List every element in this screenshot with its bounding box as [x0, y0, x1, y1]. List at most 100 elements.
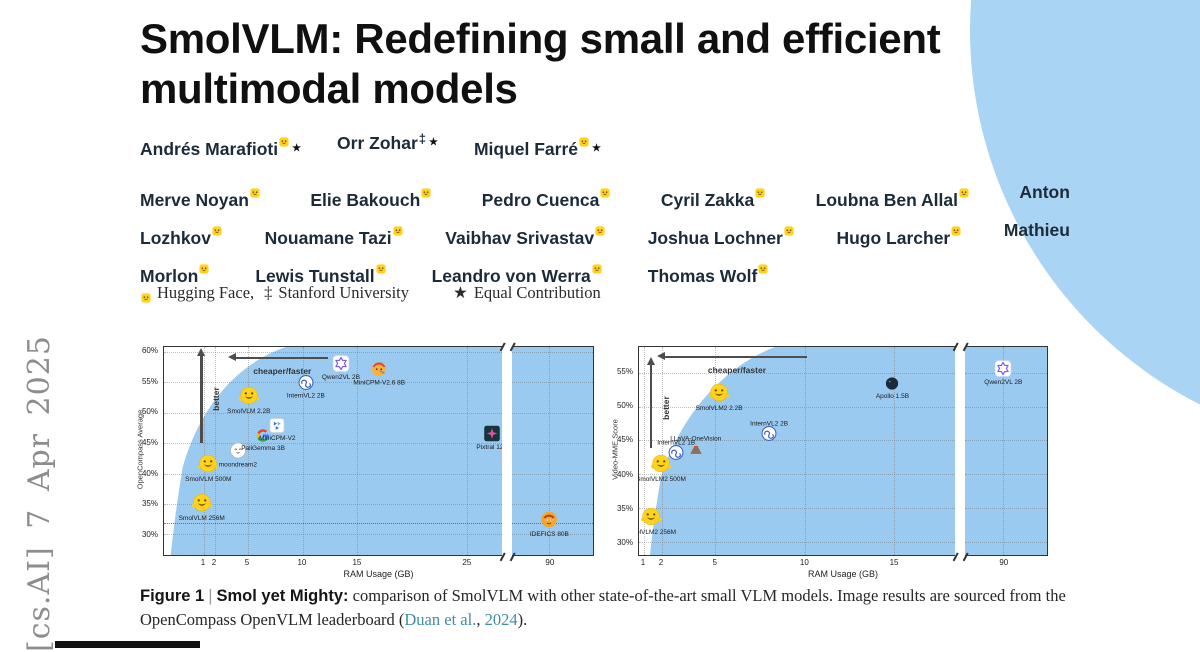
x-tick-label: 90	[545, 558, 555, 567]
qwen-icon	[995, 360, 1012, 382]
equal-contribution-star: ★	[592, 143, 601, 154]
chart-videomme-vs-ram: Video-MME Score 30% 35% 40% 45% 50% 55% cheaper…	[608, 342, 1048, 584]
hf-emoji-icon	[141, 288, 151, 303]
point-label: SmolVLM2 2.2B	[695, 405, 743, 413]
author-name: Hugo Larcher	[836, 220, 961, 249]
author-name: Joshua Lochner	[648, 220, 794, 249]
hf-emoji-icon	[758, 258, 768, 274]
y-tick-label: 40%	[616, 469, 633, 479]
author-name: Elie Bakouch	[310, 182, 431, 211]
stanford-dagger-mark: ‡	[264, 283, 273, 302]
minicpm-box-icon	[270, 418, 285, 438]
google-icon	[256, 428, 271, 448]
minicpm-face-icon	[370, 360, 388, 383]
affiliation-text: Hugging Face,	[157, 283, 255, 302]
hf-emoji-icon	[595, 220, 605, 236]
hf-emoji-icon	[393, 220, 403, 236]
author-name: Vaibhav Srivastav	[445, 220, 605, 249]
author-name: Lewis Tunstall	[255, 258, 386, 287]
plot-panel-break: IDEFICS 80B	[512, 346, 594, 556]
point-label: InternVL2 1B	[657, 439, 696, 447]
point-label: LLaVA-OneVision	[670, 435, 722, 443]
caption-text: comparison of SmolVLM with other state-o…	[140, 586, 1066, 629]
x-axis-label: RAM Usage (GB)	[807, 569, 878, 579]
axis-break-mark	[509, 552, 516, 562]
author-name: Cyril Zakka	[661, 182, 765, 211]
authors-row: Morlon Lewis Tunstall Leandro von Werra Tho…	[140, 258, 1070, 287]
chart-point-smolvlm2-2-2b: SmolVLM2 2.2B	[696, 382, 743, 412]
hf-emoji-icon	[279, 131, 289, 147]
x-tick-label: 2	[658, 558, 664, 567]
better-label: better	[211, 387, 222, 411]
x-tick-label: 15	[352, 558, 362, 567]
point-label: MiniCPM-V2	[259, 435, 296, 443]
y-tick-label: 45%	[616, 435, 633, 445]
chart-point-paligemma-3b: PaliGemma 3B	[241, 428, 285, 452]
chart-point-internvl2-1b: InternVL2 1B	[657, 440, 695, 466]
hf-emoji-icon	[421, 182, 431, 198]
y-tick-label: 35%	[616, 503, 633, 513]
point-label: PaliGemma 3B	[241, 445, 285, 453]
y-tick-label: 45%	[141, 438, 158, 448]
caption-text-end: ).	[517, 610, 528, 629]
citation-link-duan[interactable]: Duan et al.	[404, 610, 477, 629]
volcano-icon	[688, 441, 704, 462]
hf-emoji-icon	[212, 220, 222, 236]
y-tick-label: 55%	[141, 376, 158, 386]
chart-point-smolvlm2-256m: SmolVLM2 256M	[639, 506, 676, 536]
authors-row: Merve Noyan Elie Bakouch Pedro Cuenca Cyril…	[140, 182, 1070, 211]
hf-emoji-icon	[755, 182, 765, 198]
better-label: better	[660, 396, 671, 421]
figure-1: OpenCompass Average 30% 35% 40% 45% 50% 55% 60%…	[0, 342, 1200, 584]
caption-separator: |	[208, 587, 213, 605]
point-label: SmolVLM2 256M	[639, 529, 677, 537]
hf-emoji-icon	[951, 220, 961, 236]
author-name: Nouamane Tazi	[265, 220, 403, 249]
equal-contribution-star: ★	[292, 143, 302, 154]
hf-icon	[650, 453, 671, 479]
point-label: Apollo 1.5B	[875, 392, 910, 400]
citation-link-year[interactable]: 2024	[484, 610, 518, 629]
chart-point-qwen2vl-2b: Qwen2VL 2B	[984, 360, 1022, 386]
bottom-black-bar	[55, 641, 200, 648]
x-tick-label: 5	[712, 558, 717, 567]
hf-icon	[191, 492, 212, 518]
authors-row: Lozhkov Nouamane Tazi Vaibhav Srivastav Jos…	[140, 220, 1070, 249]
author-name: Merve Noyan	[140, 182, 260, 211]
author-name: Pedro Cuenca	[482, 182, 611, 211]
authors-primary: Andrés Marafioti ★ Orr Zohar‡ ★ Miquel Farré…	[140, 131, 601, 160]
paper-title: SmolVLM: Redefining small and efficient …	[140, 14, 1075, 114]
hf-emoji-icon	[199, 258, 209, 274]
chart-point-smolvlm-500m: SmolVLM 500M	[185, 453, 231, 483]
chart-point-smolvlm-2-2b: SmolVLM 2.2B	[227, 385, 271, 415]
qwen-icon	[332, 355, 350, 377]
x-tick-label: 10	[799, 558, 809, 567]
point-label: SmolVLM 2.2B	[227, 408, 271, 416]
affiliation-item: ★ Equal Contribution	[453, 283, 601, 303]
y-tick-label: 35%	[141, 499, 158, 509]
chart-point-llava-onevision: LLaVA-OneVision	[670, 436, 721, 462]
hf-icon	[238, 385, 259, 411]
y-axis-label: OpenCompass Average	[135, 409, 145, 490]
point-label: MiniCPM-V2.6 8B	[353, 379, 406, 387]
chart-point-moondream2: moondream2	[219, 441, 257, 468]
x-tick-label: 1	[640, 558, 646, 567]
affiliation-item: ‡ Stanford University	[264, 283, 409, 303]
y-tick-label: 30%	[141, 530, 158, 540]
point-label: SmolVLM 256M	[178, 515, 225, 523]
axis-break-mark	[952, 342, 959, 352]
hf-emoji-icon	[600, 182, 610, 198]
author-name: Miquel Farré ★	[474, 131, 601, 160]
x-tick-label: 10	[297, 558, 307, 567]
chart-point-idefics-80b: IDEFICS 80B	[530, 510, 569, 538]
y-tick-label: 50%	[616, 401, 633, 411]
x-axis-label: RAM Usage (GB)	[343, 569, 414, 579]
x-tick-label: 2	[211, 558, 217, 567]
point-label: Pixtral 12B	[476, 444, 502, 452]
chart-opencompass-vs-ram: OpenCompass Average 30% 35% 40% 45% 50% 55% 60%…	[133, 342, 594, 584]
chart-point-internvl2-2b: InternVL2 2B	[750, 420, 788, 446]
point-label: moondream2	[218, 461, 258, 469]
author-name: Lozhkov	[140, 220, 222, 249]
better-arrow	[200, 355, 203, 443]
y-tick-label: 55%	[616, 366, 633, 376]
